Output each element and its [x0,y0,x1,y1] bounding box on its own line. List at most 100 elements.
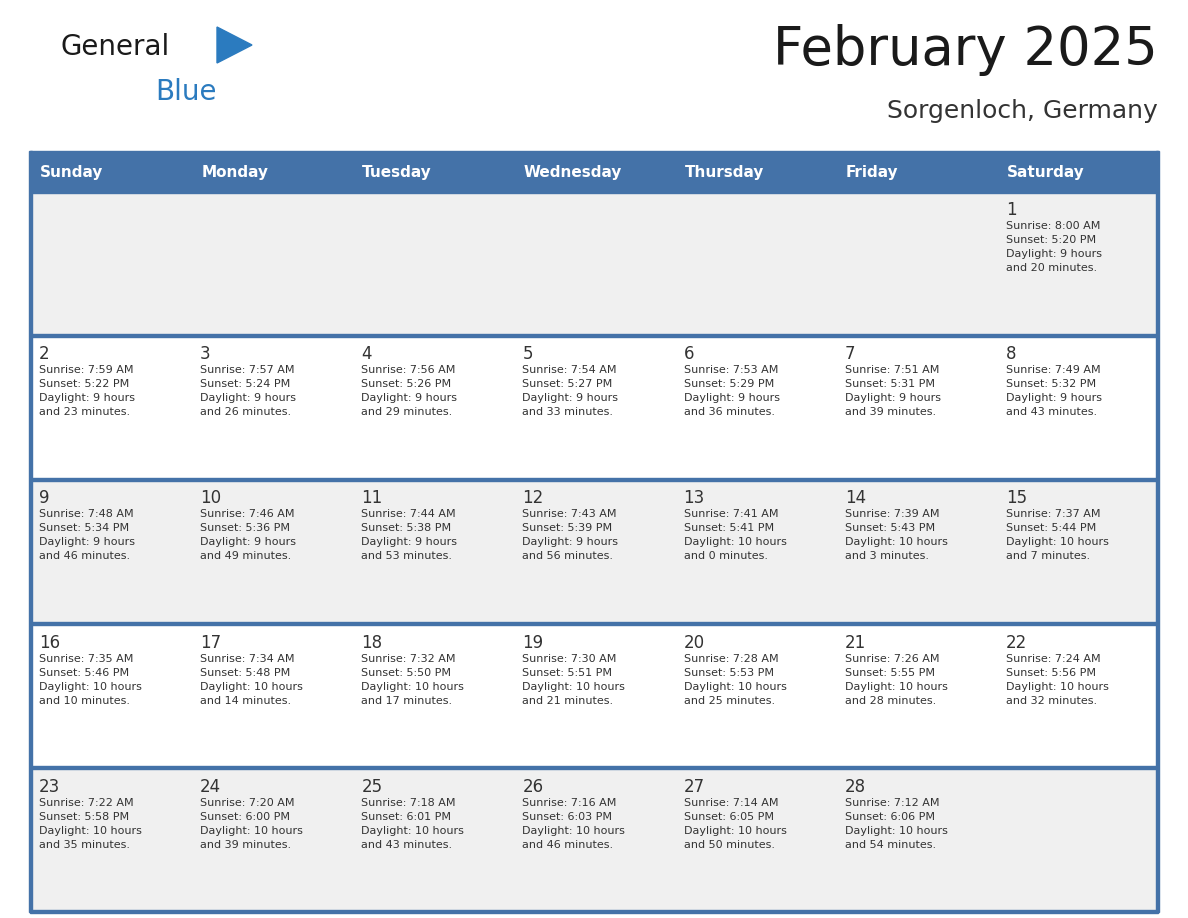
Bar [835,767,997,912]
Bar [353,479,513,623]
Text: Sunrise: 7:35 AM
Sunset: 5:46 PM
Daylight: 10 hours
and 10 minutes.: Sunrise: 7:35 AM Sunset: 5:46 PM Dayligh… [39,654,141,706]
Text: Friday: Friday [846,165,898,181]
Text: Sunrise: 7:14 AM
Sunset: 6:05 PM
Daylight: 10 hours
and 50 minutes.: Sunrise: 7:14 AM Sunset: 6:05 PM Dayligh… [683,798,786,850]
Text: Sunrise: 7:53 AM
Sunset: 5:29 PM
Daylight: 9 hours
and 36 minutes.: Sunrise: 7:53 AM Sunset: 5:29 PM Dayligh… [683,365,779,417]
Text: Saturday: Saturday [1007,165,1085,181]
Text: Sunrise: 7:39 AM
Sunset: 5:43 PM
Daylight: 10 hours
and 3 minutes.: Sunrise: 7:39 AM Sunset: 5:43 PM Dayligh… [845,509,948,562]
Bar [30,151,1158,156]
Bar [513,479,675,623]
Text: 19: 19 [523,633,544,652]
Bar [30,910,1158,913]
Bar [30,623,191,767]
Text: Blue: Blue [154,78,216,106]
Text: Tuesday: Tuesday [362,165,432,181]
Text: Sunrise: 7:32 AM
Sunset: 5:50 PM
Daylight: 10 hours
and 17 minutes.: Sunrise: 7:32 AM Sunset: 5:50 PM Dayligh… [361,654,465,706]
Text: Sunrise: 7:59 AM
Sunset: 5:22 PM
Daylight: 9 hours
and 23 minutes.: Sunrise: 7:59 AM Sunset: 5:22 PM Dayligh… [39,365,135,417]
Text: 23: 23 [39,778,61,796]
Bar [191,191,353,335]
Text: Sunrise: 8:00 AM
Sunset: 5:20 PM
Daylight: 9 hours
and 20 minutes.: Sunrise: 8:00 AM Sunset: 5:20 PM Dayligh… [1006,221,1101,273]
Text: February 2025: February 2025 [773,24,1158,76]
Text: 4: 4 [361,345,372,364]
Text: 8: 8 [1006,345,1017,364]
Bar [29,151,32,912]
Bar [191,335,353,479]
Bar [675,479,835,623]
Bar [513,767,675,912]
Text: 15: 15 [1006,489,1026,508]
Text: 17: 17 [200,633,221,652]
Text: 26: 26 [523,778,544,796]
Bar [30,479,191,623]
Text: Sunrise: 7:46 AM
Sunset: 5:36 PM
Daylight: 9 hours
and 49 minutes.: Sunrise: 7:46 AM Sunset: 5:36 PM Dayligh… [200,509,296,562]
Bar [835,623,997,767]
Text: Sunrise: 7:12 AM
Sunset: 6:06 PM
Daylight: 10 hours
and 54 minutes.: Sunrise: 7:12 AM Sunset: 6:06 PM Dayligh… [845,798,948,850]
Text: 18: 18 [361,633,383,652]
Bar [675,191,835,335]
Text: 24: 24 [200,778,221,796]
Text: Sunrise: 7:54 AM
Sunset: 5:27 PM
Daylight: 9 hours
and 33 minutes.: Sunrise: 7:54 AM Sunset: 5:27 PM Dayligh… [523,365,619,417]
Text: Sunrise: 7:28 AM
Sunset: 5:53 PM
Daylight: 10 hours
and 25 minutes.: Sunrise: 7:28 AM Sunset: 5:53 PM Dayligh… [683,654,786,706]
Bar [675,623,835,767]
Text: Sunrise: 7:57 AM
Sunset: 5:24 PM
Daylight: 9 hours
and 26 minutes.: Sunrise: 7:57 AM Sunset: 5:24 PM Dayligh… [200,365,296,417]
Bar [353,767,513,912]
Bar [191,767,353,912]
Bar [997,191,1158,335]
Bar [835,335,997,479]
Text: 3: 3 [200,345,210,364]
Bar [191,479,353,623]
Text: 25: 25 [361,778,383,796]
Text: Thursday: Thursday [684,165,764,181]
Bar [30,622,1158,625]
Text: Sorgenloch, Germany: Sorgenloch, Germany [887,99,1158,123]
Bar [30,191,191,335]
Text: 7: 7 [845,345,855,364]
Text: 14: 14 [845,489,866,508]
Bar [835,479,997,623]
Text: Sunrise: 7:41 AM
Sunset: 5:41 PM
Daylight: 10 hours
and 0 minutes.: Sunrise: 7:41 AM Sunset: 5:41 PM Dayligh… [683,509,786,562]
Text: 21: 21 [845,633,866,652]
Text: 5: 5 [523,345,533,364]
Bar [353,191,513,335]
Text: Sunrise: 7:16 AM
Sunset: 6:03 PM
Daylight: 10 hours
and 46 minutes.: Sunrise: 7:16 AM Sunset: 6:03 PM Dayligh… [523,798,625,850]
Bar [30,767,191,912]
Bar [675,767,835,912]
Text: Sunrise: 7:43 AM
Sunset: 5:39 PM
Daylight: 9 hours
and 56 minutes.: Sunrise: 7:43 AM Sunset: 5:39 PM Dayligh… [523,509,619,562]
Text: 10: 10 [200,489,221,508]
Text: 22: 22 [1006,633,1028,652]
Text: Sunrise: 7:56 AM
Sunset: 5:26 PM
Daylight: 9 hours
and 29 minutes.: Sunrise: 7:56 AM Sunset: 5:26 PM Dayligh… [361,365,457,417]
Bar [835,191,997,335]
Text: Sunrise: 7:49 AM
Sunset: 5:32 PM
Daylight: 9 hours
and 43 minutes.: Sunrise: 7:49 AM Sunset: 5:32 PM Dayligh… [1006,365,1101,417]
Text: Wednesday: Wednesday [524,165,621,181]
Text: 11: 11 [361,489,383,508]
Bar [30,335,191,479]
Text: 13: 13 [683,489,704,508]
Bar [675,335,835,479]
Bar [513,191,675,335]
Bar [997,767,1158,912]
Bar [30,155,1158,191]
Text: Sunrise: 7:37 AM
Sunset: 5:44 PM
Daylight: 10 hours
and 7 minutes.: Sunrise: 7:37 AM Sunset: 5:44 PM Dayligh… [1006,509,1108,562]
Text: 2: 2 [39,345,50,364]
Text: 16: 16 [39,633,61,652]
Bar [30,478,1158,481]
Bar [30,334,1158,337]
Bar [353,623,513,767]
Text: Sunrise: 7:22 AM
Sunset: 5:58 PM
Daylight: 10 hours
and 35 minutes.: Sunrise: 7:22 AM Sunset: 5:58 PM Dayligh… [39,798,141,850]
Text: Sunrise: 7:20 AM
Sunset: 6:00 PM
Daylight: 10 hours
and 39 minutes.: Sunrise: 7:20 AM Sunset: 6:00 PM Dayligh… [200,798,303,850]
Text: Sunrise: 7:44 AM
Sunset: 5:38 PM
Daylight: 9 hours
and 53 minutes.: Sunrise: 7:44 AM Sunset: 5:38 PM Dayligh… [361,509,457,562]
Bar [353,335,513,479]
Text: Sunday: Sunday [40,165,103,181]
Bar [191,623,353,767]
Text: 6: 6 [683,345,694,364]
Bar [1156,151,1159,912]
Bar [997,479,1158,623]
Bar [997,335,1158,479]
Text: Sunrise: 7:24 AM
Sunset: 5:56 PM
Daylight: 10 hours
and 32 minutes.: Sunrise: 7:24 AM Sunset: 5:56 PM Dayligh… [1006,654,1108,706]
Text: Sunrise: 7:48 AM
Sunset: 5:34 PM
Daylight: 9 hours
and 46 minutes.: Sunrise: 7:48 AM Sunset: 5:34 PM Dayligh… [39,509,135,562]
Polygon shape [217,27,252,63]
Text: Sunrise: 7:34 AM
Sunset: 5:48 PM
Daylight: 10 hours
and 14 minutes.: Sunrise: 7:34 AM Sunset: 5:48 PM Dayligh… [200,654,303,706]
Text: General: General [61,33,169,61]
Bar [30,767,1158,769]
Bar [513,623,675,767]
Text: Sunrise: 7:51 AM
Sunset: 5:31 PM
Daylight: 9 hours
and 39 minutes.: Sunrise: 7:51 AM Sunset: 5:31 PM Dayligh… [845,365,941,417]
